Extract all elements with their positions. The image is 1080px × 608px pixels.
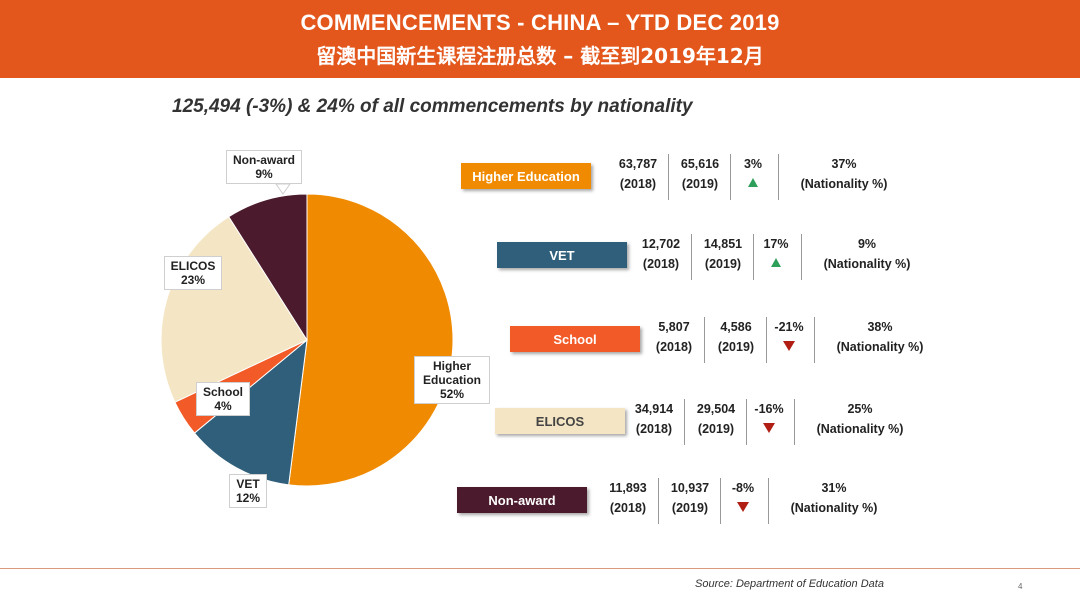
nationality-label: (Nationality %)	[790, 501, 878, 515]
cell-divider	[720, 478, 721, 524]
value-2018: 63,787	[618, 157, 658, 171]
page-title: COMMENCEMENTS - CHINA – YTD DEC 2019	[300, 10, 780, 35]
nationality-percent: 31%	[821, 481, 847, 495]
value-2019: 4,586	[720, 320, 752, 334]
header-banner: COMMENCEMENTS - CHINA – YTD DEC 2019 留澳中…	[0, 0, 1080, 78]
pie-label-text: VET	[236, 477, 260, 491]
value-2019: 10,937	[670, 481, 710, 495]
cell-divider	[814, 317, 815, 363]
nationality-label: (Nationality %)	[816, 422, 904, 436]
pie-slice-non-award	[228, 193, 308, 342]
change-percent: -21%	[774, 320, 804, 334]
cell-divider	[704, 317, 705, 363]
value-2019: 65,616	[680, 157, 720, 171]
up-arrow-icon	[748, 178, 758, 187]
value-2018: 5,807	[658, 320, 690, 334]
page-title-chinese: 留澳中国新生课程注册总数 – 截至到2019年12月	[316, 44, 764, 68]
pie-label-text: Higher	[432, 359, 471, 373]
table-row: 11,893 (2018) 10,937 (2019) -8% 31% (Nationali…	[602, 478, 902, 524]
nationality-percent: 25%	[847, 402, 873, 416]
pie-label-non-award: Non-award 9%	[226, 150, 302, 184]
pie-label-text: ELICOS	[170, 259, 216, 273]
change-percent: 17%	[763, 237, 789, 251]
category-label-vet: VET	[497, 242, 627, 268]
pie-label-text: Education	[422, 373, 481, 387]
cell-divider	[691, 234, 692, 280]
nationality-label: (Nationality %)	[800, 177, 888, 191]
nationality-percent: 37%	[831, 157, 857, 171]
cell-divider	[730, 154, 731, 200]
cell-divider	[658, 478, 659, 524]
pie-label-text: 52%	[439, 387, 465, 401]
year-2019-label: (2019)	[717, 340, 755, 354]
down-arrow-icon	[783, 341, 795, 351]
pie-label-text: Non-award	[232, 153, 295, 167]
table-row: 63,787 (2018) 65,616 (2019) 3% 37% (Nationalit…	[612, 154, 912, 200]
year-2019-label: (2019)	[697, 422, 735, 436]
pie-label-text: 23%	[180, 273, 206, 287]
change-percent: 3%	[743, 157, 763, 171]
pie-slice-vet	[193, 338, 308, 486]
label-pointer	[275, 183, 291, 195]
year-2018-label: (2018)	[609, 501, 647, 515]
nationality-label: (Nationality %)	[823, 257, 911, 271]
cell-divider	[766, 317, 767, 363]
cell-divider	[794, 399, 795, 445]
pie-label-school: School 4%	[196, 382, 250, 416]
change-percent: -16%	[754, 402, 784, 416]
table-row: 34,914 (2018) 29,504 (2019) -16% 25% (National…	[628, 399, 928, 445]
cell-divider	[778, 154, 779, 200]
pie-label-text: 4%	[214, 399, 232, 413]
category-label-school: School	[510, 326, 640, 352]
page-number: 4	[1018, 582, 1023, 591]
pie-label-text: 12%	[235, 491, 261, 505]
cell-divider	[746, 399, 747, 445]
year-2018-label: (2018)	[642, 257, 680, 271]
pie-label-elicos: ELICOS 23%	[164, 256, 222, 290]
cell-divider	[684, 399, 685, 445]
down-arrow-icon	[763, 423, 775, 433]
year-2018-label: (2018)	[655, 340, 693, 354]
pie-label-text: 9%	[255, 167, 273, 181]
chart-subtitle: 125,494 (-3%) & 24% of all commencements…	[172, 96, 693, 117]
cell-divider	[753, 234, 754, 280]
cell-divider	[668, 154, 669, 200]
change-percent: -8%	[731, 481, 755, 495]
value-2018: 12,702	[641, 237, 681, 251]
nationality-percent: 9%	[857, 237, 877, 251]
year-2018-label: (2018)	[619, 177, 657, 191]
footer-divider	[0, 568, 1080, 569]
year-2019-label: (2019)	[704, 257, 742, 271]
value-2018: 11,893	[609, 481, 647, 495]
year-2019-label: (2019)	[681, 177, 719, 191]
table-row: 5,807 (2018) 4,586 (2019) -21% 38% (Nationalit…	[648, 317, 948, 363]
cell-divider	[801, 234, 802, 280]
nationality-label: (Nationality %)	[836, 340, 924, 354]
down-arrow-icon	[737, 502, 749, 512]
category-label-higher-education: Higher Education	[461, 163, 591, 189]
pie-label-text: School	[202, 385, 243, 399]
pie-label-higher-education: Higher Education 52%	[414, 356, 490, 404]
cell-divider	[768, 478, 769, 524]
value-2019: 14,851	[703, 237, 743, 251]
pie-label-vet: VET 12%	[229, 474, 267, 508]
up-arrow-icon	[771, 258, 781, 267]
nationality-percent: 38%	[867, 320, 893, 334]
year-2018-label: (2018)	[635, 422, 673, 436]
source-note: Source: Department of Education Data	[695, 578, 884, 590]
pie-slice-higher-education	[288, 193, 454, 487]
table-row: 12,702 (2018) 14,851 (2019) 17% 9% (Nationalit…	[635, 234, 935, 280]
year-2019-label: (2019)	[671, 501, 709, 515]
value-2018: 34,914	[634, 402, 674, 416]
category-label-elicos: ELICOS	[495, 408, 625, 434]
category-label-non-award: Non-award	[457, 487, 587, 513]
value-2019: 29,504	[696, 402, 736, 416]
